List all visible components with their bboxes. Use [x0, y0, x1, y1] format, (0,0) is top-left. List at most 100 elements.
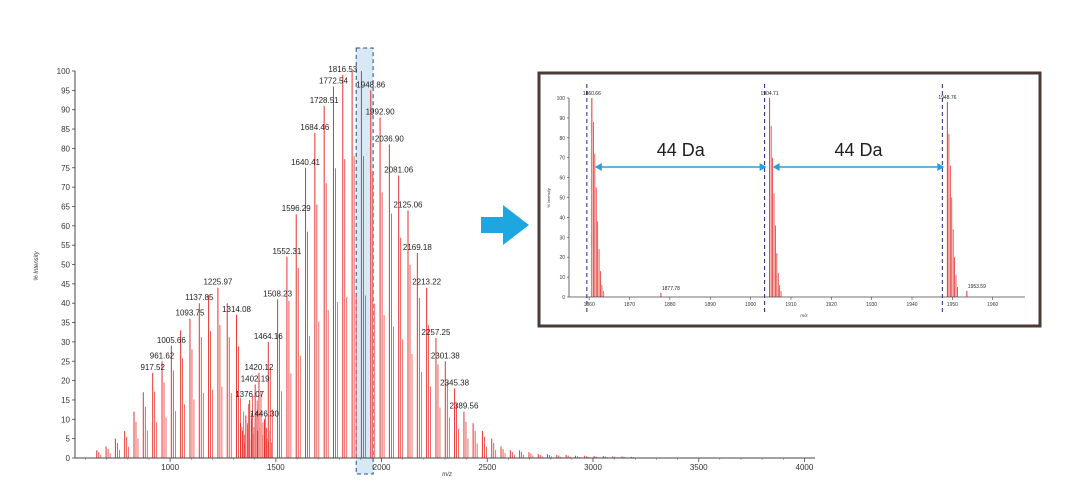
- main-y-tick-label-10: 50: [61, 261, 70, 270]
- inset-peak-labels: 1860.66 1877.78 1904.71 1948.76 1953.59: [583, 91, 986, 292]
- main-axes: 0 5 10 15 20 25 30 35 40 45 50 55 60 65 70 75 80 85 90 95 10…: [57, 67, 815, 472]
- main-y-tick-label-1: 5: [66, 435, 71, 444]
- main-peak-label-23: 2081.06: [384, 165, 413, 174]
- inset-peak-label-1: 1877.78: [662, 286, 680, 292]
- annotation-label-0: 44 Da: [657, 140, 706, 160]
- inset-x-tick-label-0: 1860: [584, 302, 595, 308]
- right-arrow-icon: [481, 205, 529, 245]
- main-peak-label-1: 961.62: [150, 351, 175, 360]
- main-y-tick-label-3: 15: [61, 396, 70, 405]
- main-peak-label-14: 1596.29: [282, 204, 311, 213]
- inset-x-tick-label-10: 1960: [987, 302, 998, 308]
- main-peaks: [96, 71, 636, 458]
- inset-zoom-chart: 0 10 20 30 40 50 60 70 80 90 100 1860 1870 1880 1890 19…: [537, 71, 1042, 328]
- main-peak-label-15: 1640.41: [291, 158, 320, 167]
- inset-y-tick-label-2: 20: [559, 255, 565, 261]
- inset-y-tick-label-7: 70: [559, 156, 565, 162]
- main-peak-label-20: 1948.86: [356, 80, 385, 89]
- inset-y-tick-label-4: 40: [559, 215, 565, 221]
- main-peak-label-30: 2389.56: [449, 402, 478, 411]
- highlight-region: [355, 47, 374, 475]
- main-peak-label-13: 1552.31: [272, 247, 301, 256]
- main-y-tick-label-0: 0: [66, 454, 71, 463]
- main-peak-label-4: 1137.85: [185, 293, 214, 302]
- main-x-tick-label-5: 3500: [690, 463, 708, 472]
- main-peak-label-3: 1093.75: [176, 309, 205, 318]
- main-y-tick-label-19: 95: [61, 86, 70, 95]
- main-y-tick-label-18: 90: [61, 106, 70, 115]
- main-y-tick-label-17: 85: [61, 125, 70, 134]
- main-y-tick-label-6: 30: [61, 338, 70, 347]
- main-peak-label-7: 1376.07: [235, 390, 264, 399]
- main-peak-label-26: 2213.22: [412, 278, 441, 287]
- main-y-tick-label-13: 65: [61, 202, 70, 211]
- inset-peaks: [591, 98, 968, 297]
- main-y-tick-label-11: 55: [61, 241, 70, 250]
- main-peak-labels: 917.52 961.62 1005.66 1093.75 1137.85 1225.97…: [140, 65, 478, 418]
- inset-x-tick-label-7: 1930: [866, 302, 877, 308]
- main-x-tick-label-6: 4000: [796, 463, 814, 472]
- main-peak-label-25: 2169.18: [403, 243, 432, 252]
- inset-y-tick-label-10: 100: [557, 96, 566, 102]
- inset-peak-label-4: 1953.59: [968, 284, 986, 290]
- inset-x-tick-label-4: 1900: [745, 302, 756, 308]
- inset-axes: 0 10 20 30 40 50 60 70 80 90 100 1860 1870 1880 1890 19…: [557, 96, 1025, 308]
- inset-peak-label-0: 1860.66: [583, 91, 601, 97]
- inset-y-tick-label-5: 50: [559, 196, 565, 202]
- main-peak-label-0: 917.52: [140, 363, 165, 372]
- main-peak-label-24: 2125.06: [394, 200, 423, 209]
- main-y-tick-label-8: 40: [61, 299, 70, 308]
- main-peak-label-8: 1402.19: [241, 374, 270, 383]
- inset-y-tick-label-0: 0: [562, 295, 565, 301]
- main-peak-label-22: 2036.90: [375, 135, 404, 144]
- main-y-tick-label-15: 75: [61, 164, 70, 173]
- inset-marker-lines: [586, 84, 943, 312]
- annotation-arrowhead-left-0: [594, 163, 602, 171]
- main-y-axis-label: % Intensity: [34, 250, 40, 280]
- inset-x-axis-label: m/z: [800, 313, 808, 318]
- main-x-tick-label-0: 1000: [161, 463, 179, 472]
- annotation-arrowhead-right-0: [759, 163, 767, 171]
- main-y-tick-label-9: 45: [61, 280, 70, 289]
- main-y-tick-label-16: 80: [61, 144, 70, 153]
- main-peak-label-28: 2301.38: [431, 351, 460, 360]
- main-y-tick-label-7: 35: [61, 319, 70, 328]
- main-y-tick-label-20: 100: [57, 67, 71, 76]
- main-peak-label-29: 2345.38: [440, 378, 469, 387]
- main-y-tick-label-12: 60: [61, 222, 70, 231]
- main-y-tick-label-14: 70: [61, 183, 70, 192]
- main-peak-label-27: 2257.25: [422, 328, 451, 337]
- inset-annotations: 44 Da 44 Da: [594, 140, 945, 171]
- main-peak-label-18: 1772.54: [319, 76, 348, 85]
- inset-x-tick-label-1: 1870: [624, 302, 635, 308]
- inset-x-tick-label-5: 1910: [785, 302, 796, 308]
- main-spectrum-chart: 0 5 10 15 20 25 30 35 40 45 50 55 60 65 70 75 80 85 90 95 10…: [34, 47, 815, 478]
- inset-y-tick-label-8: 80: [559, 136, 565, 142]
- main-peak-label-10: 1446.30: [250, 409, 279, 418]
- main-peak-label-9: 1420.12: [245, 363, 274, 372]
- main-peak-label-21: 1992.90: [366, 107, 395, 116]
- main-x-tick-label-4: 3000: [584, 463, 602, 472]
- main-y-tick-label-4: 20: [61, 377, 70, 386]
- inset-frame: [537, 71, 1042, 328]
- inset-x-tick-label-9: 1950: [947, 302, 958, 308]
- main-peak-label-6: 1314.08: [222, 305, 251, 314]
- main-peak-label-2: 1005.66: [157, 336, 186, 345]
- inset-peak-label-2: 1904.71: [761, 91, 779, 97]
- inset-x-tick-label-3: 1890: [705, 302, 716, 308]
- annotation-arrowhead-left-1: [772, 163, 780, 171]
- main-peak-label-16: 1684.46: [300, 123, 329, 132]
- main-x-axis-label: m/z: [442, 472, 452, 478]
- inset-y-tick-label-3: 30: [559, 235, 565, 241]
- main-y-tick-label-5: 25: [61, 357, 70, 366]
- main-peak-label-12: 1508.23: [263, 289, 292, 298]
- inset-y-tick-label-6: 60: [559, 176, 565, 182]
- main-x-tick-label-1: 1500: [267, 463, 285, 472]
- inset-y-tick-label-1: 10: [559, 275, 565, 281]
- inset-y-axis-label: % Intensity: [546, 187, 551, 208]
- main-x-tick-label-2: 2000: [373, 463, 391, 472]
- inset-x-tick-label-8: 1940: [906, 302, 917, 308]
- inset-y-tick-label-9: 90: [559, 116, 565, 122]
- inset-peak-label-3: 1948.76: [938, 95, 956, 101]
